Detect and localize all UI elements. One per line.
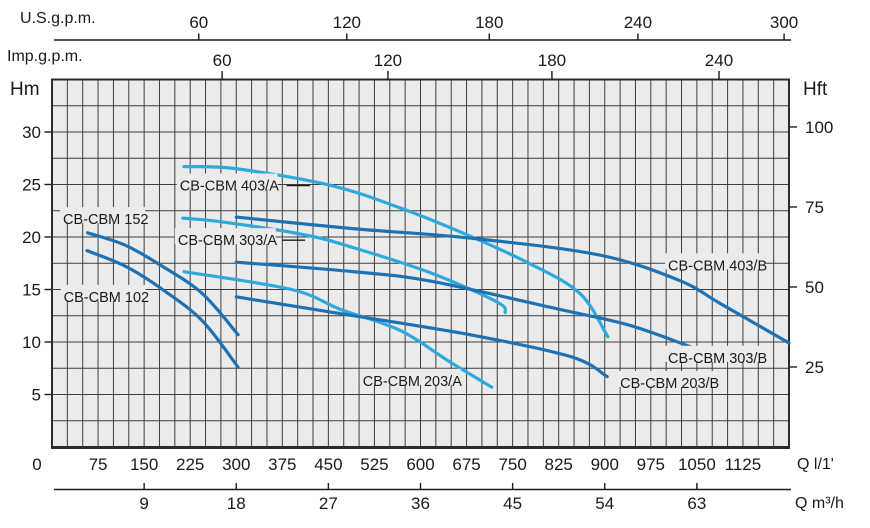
l-per-min-tick-label: 750 [498,455,526,474]
l-per-min-tick-label: 900 [591,455,619,474]
curve-label-bg [665,253,766,270]
axis-unit-imp-gpm: Imp.g.p.m. [7,48,83,65]
hft-tick-label: 25 [805,358,824,377]
imp-gpm-tick-label: 120 [374,51,402,70]
curve-label-cb-cbm-203-b: CB-CBM 203/B [620,376,719,392]
l-per-min-tick-label: 150 [130,455,158,474]
imp-gpm-tick-label: 240 [705,51,733,70]
axis-us-gpm: 60 120 180 240 300 [54,13,798,41]
us-gpm-tick-label: 60 [189,13,208,32]
curve-cb-cbm-203-b [234,295,609,379]
us-gpm-tick-label: 300 [770,13,798,32]
axis-unit-us-gpm: U.S.g.p.m. [20,10,96,27]
curve-cb-cbm-403-a [182,165,610,339]
hm-tick-label: 30 [22,123,41,142]
axis-unit-m3-per-h: Q m³/h [795,495,844,512]
m3h-tick-label: 63 [687,494,706,513]
axis-head-meters: 5 10 15 20 25 30 [22,123,51,405]
l-per-min-tick-label: 300 [222,455,250,474]
curve-cb-cbm-403-b [234,215,791,345]
curve-label-bg [665,345,766,362]
axis-l-per-min: 0 75 150 225 300 375 450 525 600 675 750 825 900 975 1… [32,455,761,474]
curve-cb-cbm-152 [86,231,240,337]
l-per-min-tick-label: 225 [176,455,204,474]
curve-cb-cbm-303-a [181,216,508,315]
hft-tick-label: 75 [805,198,824,217]
m3h-tick-label: 45 [503,494,522,513]
curve-label-bg [359,368,461,385]
curve-label-cb-cbm-303-a: CB-CBM 303/A [178,233,277,249]
l-per-min-tick-label: 1050 [678,455,716,474]
m3h-tick-label: 54 [595,494,614,513]
hm-tick-label: 15 [22,281,41,300]
m3h-tick-label: 18 [227,494,246,513]
l-per-min-tick-label: 375 [268,455,296,474]
hft-tick-label: 50 [805,278,824,297]
hm-tick-label: 10 [22,333,41,352]
l-per-min-tick-label: 600 [406,455,434,474]
hm-tick-label: 20 [22,228,41,247]
curve-label-bg [174,228,276,245]
imp-gpm-tick-label: 60 [213,51,232,70]
l-per-min-tick-label: 0 [32,455,41,474]
l-per-min-tick-label: 675 [452,455,480,474]
l-per-min-tick-label: 75 [89,455,108,474]
curve-label-cb-cbm-303-b: CB-CBM 303/B [668,351,767,367]
l-per-min-tick-label: 975 [637,455,665,474]
l-per-min-tick-label: 825 [545,455,573,474]
us-gpm-tick-label: 120 [333,13,361,32]
grid [52,79,789,447]
curve-label-cb-cbm-403-b: CB-CBM 403/B [668,258,767,274]
curve-label-cb-cbm-102: CB-CBM 102 [64,290,149,306]
m3h-tick-label: 27 [319,494,338,513]
axis-unit-head-meters: Hm [10,79,40,100]
hm-tick-label: 25 [22,176,41,195]
axis-unit-head-feet: Hft [803,79,828,100]
curve-label-bg [60,284,146,301]
l-per-min-tick-label: 450 [314,455,342,474]
imp-gpm-tick-label: 180 [538,51,566,70]
hft-tick-label: 100 [805,118,833,137]
axis-m3-per-h: 9 18 27 36 45 54 63 [54,483,791,513]
m3h-tick-label: 9 [139,494,148,513]
l-per-min-tick-label: 525 [360,455,388,474]
curve-label-cb-cbm-203-a: CB-CBM 203/A [363,374,462,390]
hm-tick-label: 5 [32,386,41,405]
axis-imp-gpm: 60 120 180 240 [213,51,733,80]
curve-cb-cbm-102 [85,249,240,369]
us-gpm-tick-label: 180 [475,13,503,32]
curve-label-cb-cbm-403-a: CB-CBM 403/A [180,179,279,195]
curve-label-bg [617,370,718,387]
curve-label-bg [60,207,146,224]
curve-label-cb-cbm-152: CB-CBM 152 [63,212,148,228]
l-per-min-tick-label: 1125 [725,455,762,474]
curve-label-bg [176,173,278,190]
axis-unit-l-per-min: Q l/1' [797,456,834,473]
us-gpm-tick-label: 240 [624,13,652,32]
m3h-tick-label: 36 [411,494,430,513]
curve-cb-cbm-303-b [234,260,694,349]
axis-head-feet: 25 50 75 100 [790,118,833,377]
